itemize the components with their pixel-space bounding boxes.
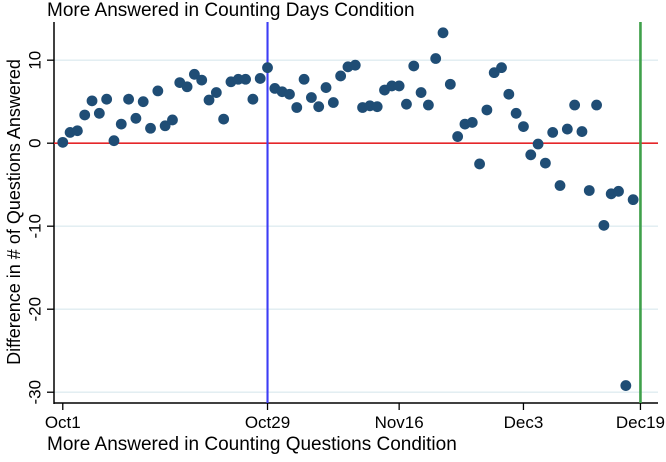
data-point [159, 120, 171, 132]
data-point [93, 107, 105, 119]
data-point [335, 70, 347, 82]
data-point [444, 78, 456, 90]
data-point [284, 88, 295, 100]
data-point [313, 101, 325, 113]
y-tick-label: 10 [26, 51, 45, 70]
data-point [167, 114, 178, 126]
data-point [57, 136, 69, 148]
data-point [518, 121, 529, 132]
data-point [254, 73, 266, 84]
data-point [496, 62, 507, 74]
data-point [123, 93, 134, 105]
data-point [627, 194, 639, 206]
data-point [145, 122, 156, 134]
data-point [115, 118, 127, 130]
data-point [247, 93, 259, 105]
data-point [240, 73, 251, 85]
data-point [591, 99, 602, 111]
data-point [415, 87, 427, 98]
data-point [262, 62, 273, 74]
data-point [554, 180, 566, 191]
data-point [393, 80, 405, 92]
x-tick-label: Oct29 [245, 413, 290, 432]
data-point [613, 185, 624, 197]
data-point [320, 82, 332, 93]
y-tick-label: -20 [26, 297, 45, 322]
data-point [108, 135, 120, 147]
x-axis-title: More Answered in Counting Questions Cond… [47, 434, 457, 455]
data-point [86, 95, 98, 107]
data-point [181, 81, 193, 93]
data-point [525, 149, 537, 161]
data-point [71, 125, 83, 137]
data-point [152, 85, 164, 97]
data-point [583, 185, 595, 196]
data-point [481, 104, 493, 116]
data-point [298, 73, 310, 85]
data-point [401, 98, 412, 110]
data-point [210, 87, 222, 98]
data-point [371, 101, 383, 113]
data-point [532, 138, 544, 150]
data-point [79, 109, 91, 121]
data-point [408, 60, 420, 72]
data-point [218, 113, 230, 125]
data-point [422, 99, 434, 111]
y-tick-label: 0 [26, 138, 45, 147]
data-point [349, 59, 361, 71]
data-point [137, 96, 149, 108]
x-tick-label: Oct1 [45, 413, 81, 432]
data-point [474, 158, 485, 170]
data-point [503, 88, 515, 100]
data-point [569, 99, 581, 111]
data-point [437, 27, 449, 39]
data-point [620, 380, 632, 391]
data-point [196, 74, 208, 86]
data-point [188, 68, 200, 80]
data-point [452, 131, 464, 142]
y-tick-label: -10 [26, 214, 45, 239]
data-point [466, 117, 478, 128]
chart-title: More Answered in Counting Days Condition [47, 0, 415, 21]
data-point [598, 219, 610, 231]
data-point [561, 123, 573, 135]
data-point [510, 107, 522, 119]
x-tick-label: Nov16 [375, 413, 424, 432]
data-point [305, 92, 317, 103]
data-point [539, 157, 551, 169]
data-point [130, 112, 142, 124]
data-point [547, 126, 559, 138]
data-point [576, 126, 588, 137]
x-tick-label: Dec19 [616, 413, 665, 432]
data-point [203, 94, 215, 106]
x-tick-label: Dec3 [504, 413, 544, 432]
data-point [327, 97, 339, 108]
data-point [430, 53, 442, 64]
data-point [101, 93, 113, 105]
data-point [291, 102, 303, 113]
y-tick-label: -30 [26, 380, 45, 405]
